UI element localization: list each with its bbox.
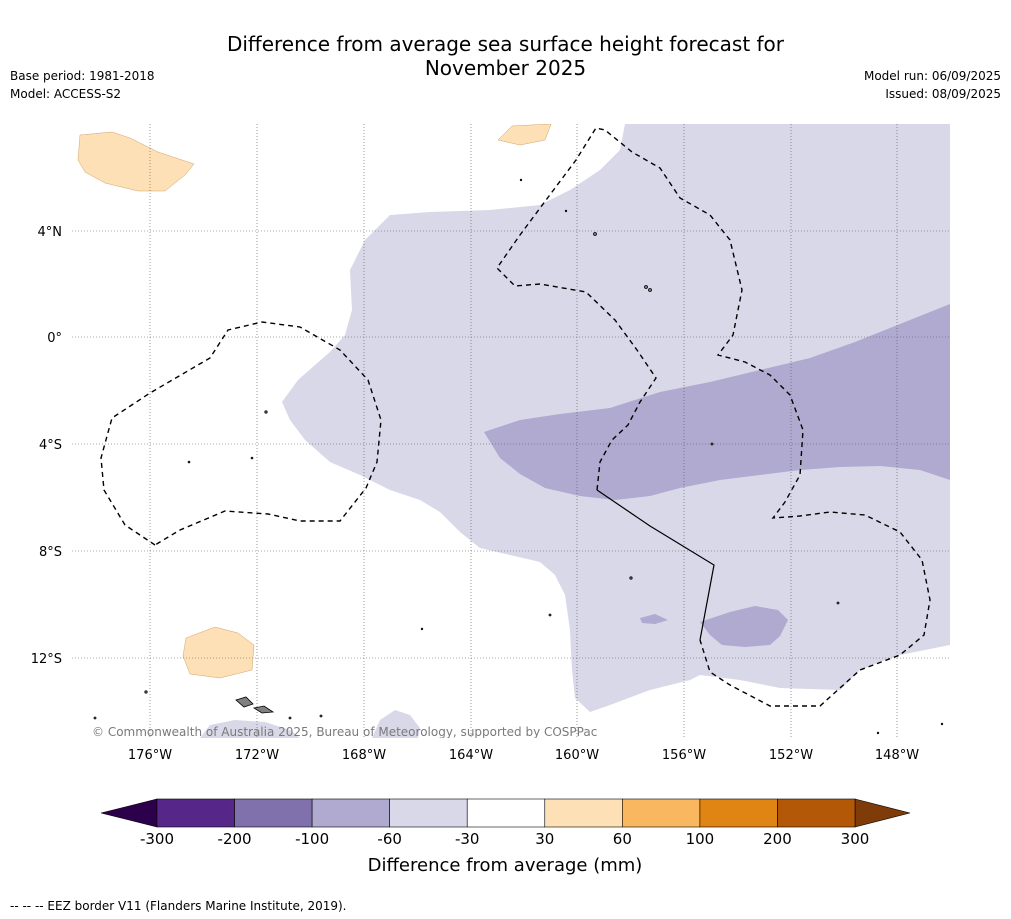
lon-label: 164°W xyxy=(449,748,493,763)
island-a xyxy=(235,696,254,708)
anomaly-region-medium xyxy=(484,304,950,500)
islands xyxy=(93,178,944,735)
island-b xyxy=(252,705,275,714)
island-h xyxy=(629,576,633,580)
issued-text: Issued: 08/09/2025 xyxy=(885,87,1001,101)
colorbar-tick-label: -300 xyxy=(140,830,174,848)
colorbar: -300 -200 -100 -60 -30 30 60 100 200 300 Differen… xyxy=(100,798,911,876)
copyright-text: © Commonwealth of Australia 2025, Bureau… xyxy=(92,725,597,739)
colorbar-tick-label: -200 xyxy=(218,830,252,848)
island-o xyxy=(187,460,191,464)
island-c xyxy=(593,232,597,236)
lon-label: 148°W xyxy=(875,748,919,763)
colorbar-tick-label: 200 xyxy=(763,830,792,848)
island-l xyxy=(319,714,323,718)
lon-label: 152°W xyxy=(769,748,813,763)
anomaly-region-medium-south xyxy=(640,606,788,647)
eez-border-segment xyxy=(596,489,715,641)
lat-label: 12°S xyxy=(31,652,62,667)
island-g xyxy=(144,690,148,694)
eez-border-central xyxy=(496,127,931,707)
lat-label: 4°S xyxy=(39,438,62,453)
base-period-text: Base period: 1981-2018 xyxy=(10,69,155,83)
colorbar-segment xyxy=(234,798,313,828)
colorbar-low-extend xyxy=(100,798,158,828)
colorbar-tick-label: -60 xyxy=(377,830,402,848)
lon-label: 172°W xyxy=(235,748,279,763)
colorbar-ticks: -300 -200 -100 -60 -30 30 60 100 200 300 xyxy=(140,830,869,848)
chart-title-line1: Difference from average sea surface heig… xyxy=(226,32,785,56)
island-f xyxy=(264,410,268,414)
colorbar-segment xyxy=(311,798,390,828)
island-t xyxy=(876,731,880,735)
island-i xyxy=(548,613,552,617)
colorbar-tick-label: 30 xyxy=(535,830,554,848)
eez-border-west xyxy=(100,321,382,546)
island-k xyxy=(836,601,840,605)
island-r xyxy=(564,209,568,213)
colorbar-tick-label: 300 xyxy=(841,830,870,848)
colorbar-segment xyxy=(699,798,778,828)
eez-footnote: -- -- -- EEZ border V11 (Flanders Marine… xyxy=(10,899,347,913)
island-d xyxy=(644,285,648,289)
island-n xyxy=(93,716,97,720)
longitude-labels: 176°W 172°W 168°W 164°W 160°W 156°W 152°… xyxy=(128,748,919,763)
colorbar-segment xyxy=(466,798,546,828)
island-p xyxy=(250,456,254,460)
colorbar-tick-label: 60 xyxy=(613,830,632,848)
island-u xyxy=(940,722,944,726)
anomaly-region-light-sw xyxy=(200,710,420,738)
colorbar-tick-label: 100 xyxy=(686,830,715,848)
lon-label: 168°W xyxy=(342,748,386,763)
colorbar-tick-label: -30 xyxy=(455,830,480,848)
island-m xyxy=(288,716,292,720)
colorbar-segment xyxy=(156,798,235,828)
anomaly-region-positive-nw xyxy=(77,131,195,192)
lon-label: 160°W xyxy=(555,748,599,763)
colorbar-segment xyxy=(777,798,856,828)
lon-label: 156°W xyxy=(662,748,706,763)
colorbar-tick-label: -100 xyxy=(295,830,329,848)
colorbar-title: Difference from average (mm) xyxy=(368,855,643,876)
info-right: Model run: 06/09/2025 Issued: 08/09/2025 xyxy=(864,67,1001,103)
colorbar-segments xyxy=(156,798,856,828)
eez-borders xyxy=(100,127,931,707)
lat-label: 0° xyxy=(47,331,62,346)
lat-label: 4°N xyxy=(38,225,63,240)
lon-label: 176°W xyxy=(128,748,172,763)
chart-title-line2: November 2025 xyxy=(424,56,587,80)
latitude-labels: 4°N 0° 4°S 8°S 12°S xyxy=(31,225,62,667)
island-s xyxy=(420,627,424,631)
gridlines xyxy=(72,124,950,738)
island-q xyxy=(519,178,523,182)
colorbar-segment xyxy=(389,798,468,828)
map-layers: © Commonwealth of Australia 2025, Bureau… xyxy=(72,124,950,739)
colorbar-segment xyxy=(622,798,701,828)
colorbar-high-extend xyxy=(854,798,911,828)
model-run-text: Model run: 06/09/2025 xyxy=(863,69,1001,83)
lat-label: 8°S xyxy=(39,545,62,560)
island-j xyxy=(710,442,714,446)
anomaly-region-positive-sw xyxy=(182,626,255,679)
anomaly-region-positive-n xyxy=(497,124,552,146)
island-e xyxy=(648,288,652,292)
info-left: Base period: 1981-2018 Model: ACCESS-S2 xyxy=(10,67,155,103)
model-text: Model: ACCESS-S2 xyxy=(10,87,122,101)
colorbar-segment xyxy=(544,798,623,828)
